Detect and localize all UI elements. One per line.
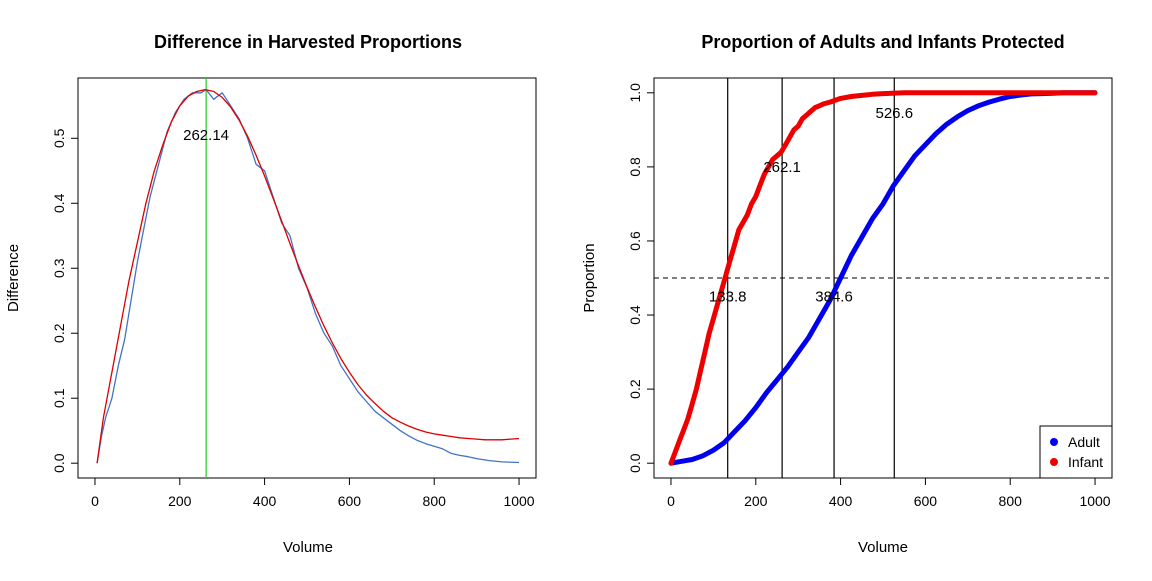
x-tick-label: 200 — [168, 493, 192, 509]
plot-area: 262.14 — [96, 78, 520, 478]
y-tick-label: 0.0 — [51, 453, 67, 473]
y-axis-label: Difference — [5, 244, 22, 312]
x-tick-label: 400 — [829, 493, 853, 509]
y-tick-label: 0.1 — [51, 388, 67, 408]
legend-box — [1039, 425, 1113, 479]
legend-label: Adult — [1068, 434, 1100, 450]
y-tick-label: 0.2 — [627, 379, 643, 399]
plot-area: 133.8 384.6 262.1 526.6 — [654, 78, 1112, 478]
y-tick-label: 0.0 — [627, 453, 643, 473]
annotation-label: 262.1 — [763, 159, 801, 176]
annotation-label: 526.6 — [876, 105, 914, 122]
y-axis-label: Proportion — [581, 243, 598, 312]
panel-protected: Proportion of Adults and Infants Protect… — [581, 32, 1113, 556]
x-tick-label: 1000 — [1079, 493, 1110, 509]
legend: Adult Infant — [1039, 425, 1113, 479]
series-line-1 — [96, 88, 520, 464]
y-tick-label: 0.2 — [51, 323, 67, 343]
x-axis-label: Volume — [283, 539, 333, 556]
x-axis: 0 200 400 600 800 1000 — [91, 477, 535, 509]
annotation-label: 384.6 — [815, 289, 853, 306]
y-axis: 0.0 0.1 0.2 0.3 0.4 0.5 — [51, 128, 79, 473]
y-tick-label: 0.6 — [627, 231, 643, 251]
series-line-infant — [668, 90, 1098, 466]
y-axis: 0.0 0.2 0.4 0.6 0.8 1.0 — [627, 83, 655, 473]
legend-marker — [1050, 458, 1058, 466]
x-tick-label: 0 — [667, 493, 675, 509]
legend-label: Infant — [1068, 454, 1103, 470]
y-tick-label: 1.0 — [627, 83, 643, 103]
x-tick-label: 1000 — [503, 493, 534, 509]
y-tick-label: 0.5 — [51, 128, 67, 148]
y-tick-label: 0.3 — [51, 258, 67, 278]
x-tick-label: 600 — [338, 493, 362, 509]
annotation-label: 262.14 — [183, 127, 229, 144]
series-line-0 — [96, 88, 520, 464]
x-tick-label: 800 — [999, 493, 1023, 509]
chart-title: Proportion of Adults and Infants Protect… — [701, 32, 1064, 52]
y-tick-label: 0.4 — [51, 193, 67, 213]
legend-marker — [1050, 438, 1058, 446]
x-axis: 0 200 400 600 800 1000 — [667, 477, 1111, 509]
x-tick-label: 0 — [91, 493, 99, 509]
x-tick-label: 400 — [253, 493, 277, 509]
x-tick-label: 200 — [744, 493, 768, 509]
annotation-label: 133.8 — [709, 289, 747, 306]
y-tick-label: 0.4 — [627, 305, 643, 325]
plot-frame — [77, 77, 537, 479]
x-tick-label: 800 — [423, 493, 447, 509]
panel-difference: Difference in Harvested Proportions Volu… — [5, 32, 537, 556]
x-axis-label: Volume — [858, 539, 908, 556]
y-tick-label: 0.8 — [627, 157, 643, 177]
x-tick-label: 600 — [914, 493, 938, 509]
chart-title: Difference in Harvested Proportions — [154, 32, 462, 52]
